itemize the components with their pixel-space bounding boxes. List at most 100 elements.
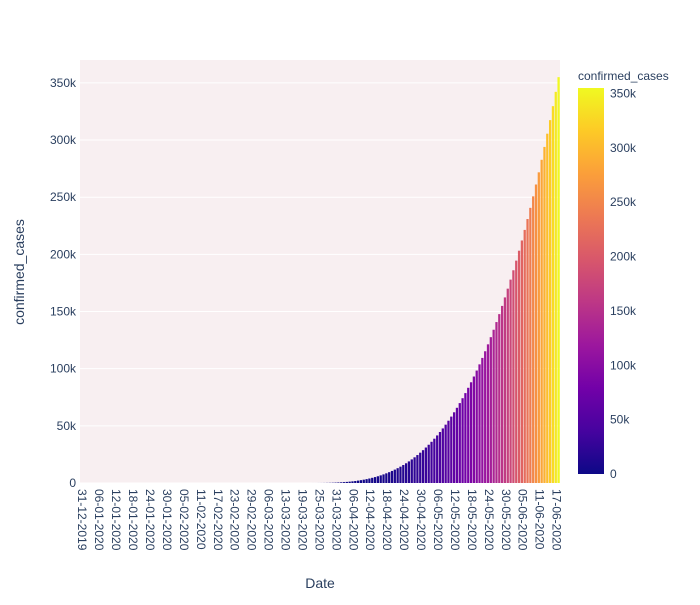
y-tick-label: 150k (50, 305, 77, 319)
bar (557, 77, 559, 483)
bar (453, 412, 455, 483)
bar (428, 445, 430, 483)
bar (555, 92, 557, 483)
colorbar-tick-label: 150k (610, 304, 637, 318)
x-tick-label: 18-04-2020 (380, 489, 394, 551)
bar (467, 388, 469, 483)
x-tick-label: 25-03-2020 (312, 489, 326, 551)
x-tick-label: 17-06-2020 (550, 489, 564, 551)
bar (507, 289, 509, 483)
bar (529, 208, 531, 483)
colorbar-tick-label: 100k (610, 358, 637, 372)
colorbar-tick-label: 50k (610, 413, 630, 427)
bar (380, 475, 382, 483)
bar (490, 337, 492, 483)
bar (476, 371, 478, 483)
x-tick-label: 19-03-2020 (295, 489, 309, 551)
bar (549, 120, 551, 483)
x-tick-label: 18-01-2020 (126, 489, 140, 551)
bar (360, 480, 362, 483)
bar (351, 481, 353, 483)
bar (354, 481, 356, 483)
bar (498, 314, 500, 483)
bar (411, 459, 413, 483)
bar (487, 344, 489, 483)
bar (464, 393, 466, 483)
bar (419, 453, 421, 483)
y-tick-label: 350k (50, 76, 77, 90)
y-tick-label: 250k (50, 190, 77, 204)
bar (405, 463, 407, 483)
bar (473, 377, 475, 483)
x-tick-label: 12-04-2020 (363, 489, 377, 551)
bar (526, 219, 528, 483)
bar (470, 382, 472, 483)
bar (397, 468, 399, 483)
x-tick-label: 17-02-2020 (211, 489, 225, 551)
bar (340, 482, 342, 483)
bar (515, 261, 517, 483)
bar (543, 147, 545, 483)
x-tick-label: 11-02-2020 (194, 489, 208, 550)
bar (484, 351, 486, 483)
colorbar-tick-label: 350k (610, 86, 637, 100)
x-tick-label: 06-05-2020 (431, 489, 445, 551)
bar (478, 364, 480, 483)
bar (363, 480, 365, 483)
bar (445, 425, 447, 483)
bar (422, 450, 424, 483)
bar (541, 160, 543, 483)
x-tick-label: 05-06-2020 (516, 489, 530, 551)
bar (521, 240, 523, 483)
bar (343, 482, 345, 483)
bar (416, 455, 418, 483)
bar (399, 467, 401, 483)
bar (552, 106, 554, 483)
y-tick-label: 50k (57, 419, 77, 433)
bar (394, 470, 396, 483)
x-tick-label: 18-05-2020 (465, 489, 479, 551)
bar (546, 134, 548, 483)
colorbar-tick-label: 300k (610, 141, 637, 155)
bar (385, 473, 387, 483)
bar (346, 482, 348, 483)
x-tick-label: 11-06-2020 (533, 489, 547, 550)
x-tick-label: 30-05-2020 (499, 489, 513, 551)
y-tick-label: 100k (50, 362, 77, 376)
x-tick-label: 06-04-2020 (346, 489, 360, 551)
bar (538, 172, 540, 483)
bar (377, 476, 379, 483)
x-tick-label: 31-03-2020 (329, 489, 343, 551)
y-tick-label: 200k (50, 247, 77, 261)
x-tick-label: 24-05-2020 (482, 489, 496, 551)
bar (461, 398, 463, 483)
bar (382, 474, 384, 483)
x-tick-label: 23-02-2020 (228, 489, 242, 551)
x-tick-label: 24-01-2020 (143, 489, 157, 551)
x-tick-label: 06-03-2020 (262, 489, 276, 551)
bar (456, 408, 458, 483)
bar (357, 481, 359, 483)
bar (413, 457, 415, 483)
bar (433, 439, 435, 483)
bar (436, 435, 438, 483)
bar (391, 471, 393, 483)
bar (450, 417, 452, 483)
bar (509, 280, 511, 483)
bar (518, 251, 520, 483)
bar (374, 477, 376, 483)
bar (349, 482, 351, 483)
bar (388, 472, 390, 483)
bar (365, 479, 367, 483)
colorbar-tick-label: 250k (610, 195, 637, 209)
bar (512, 270, 514, 483)
x-tick-label: 24-04-2020 (397, 489, 411, 551)
x-tick-label: 12-01-2020 (109, 489, 123, 551)
bar (495, 322, 497, 483)
x-tick-label: 06-01-2020 (92, 489, 106, 551)
x-tick-label: 31-12-2019 (75, 489, 89, 551)
y-tick-label: 300k (50, 133, 77, 147)
